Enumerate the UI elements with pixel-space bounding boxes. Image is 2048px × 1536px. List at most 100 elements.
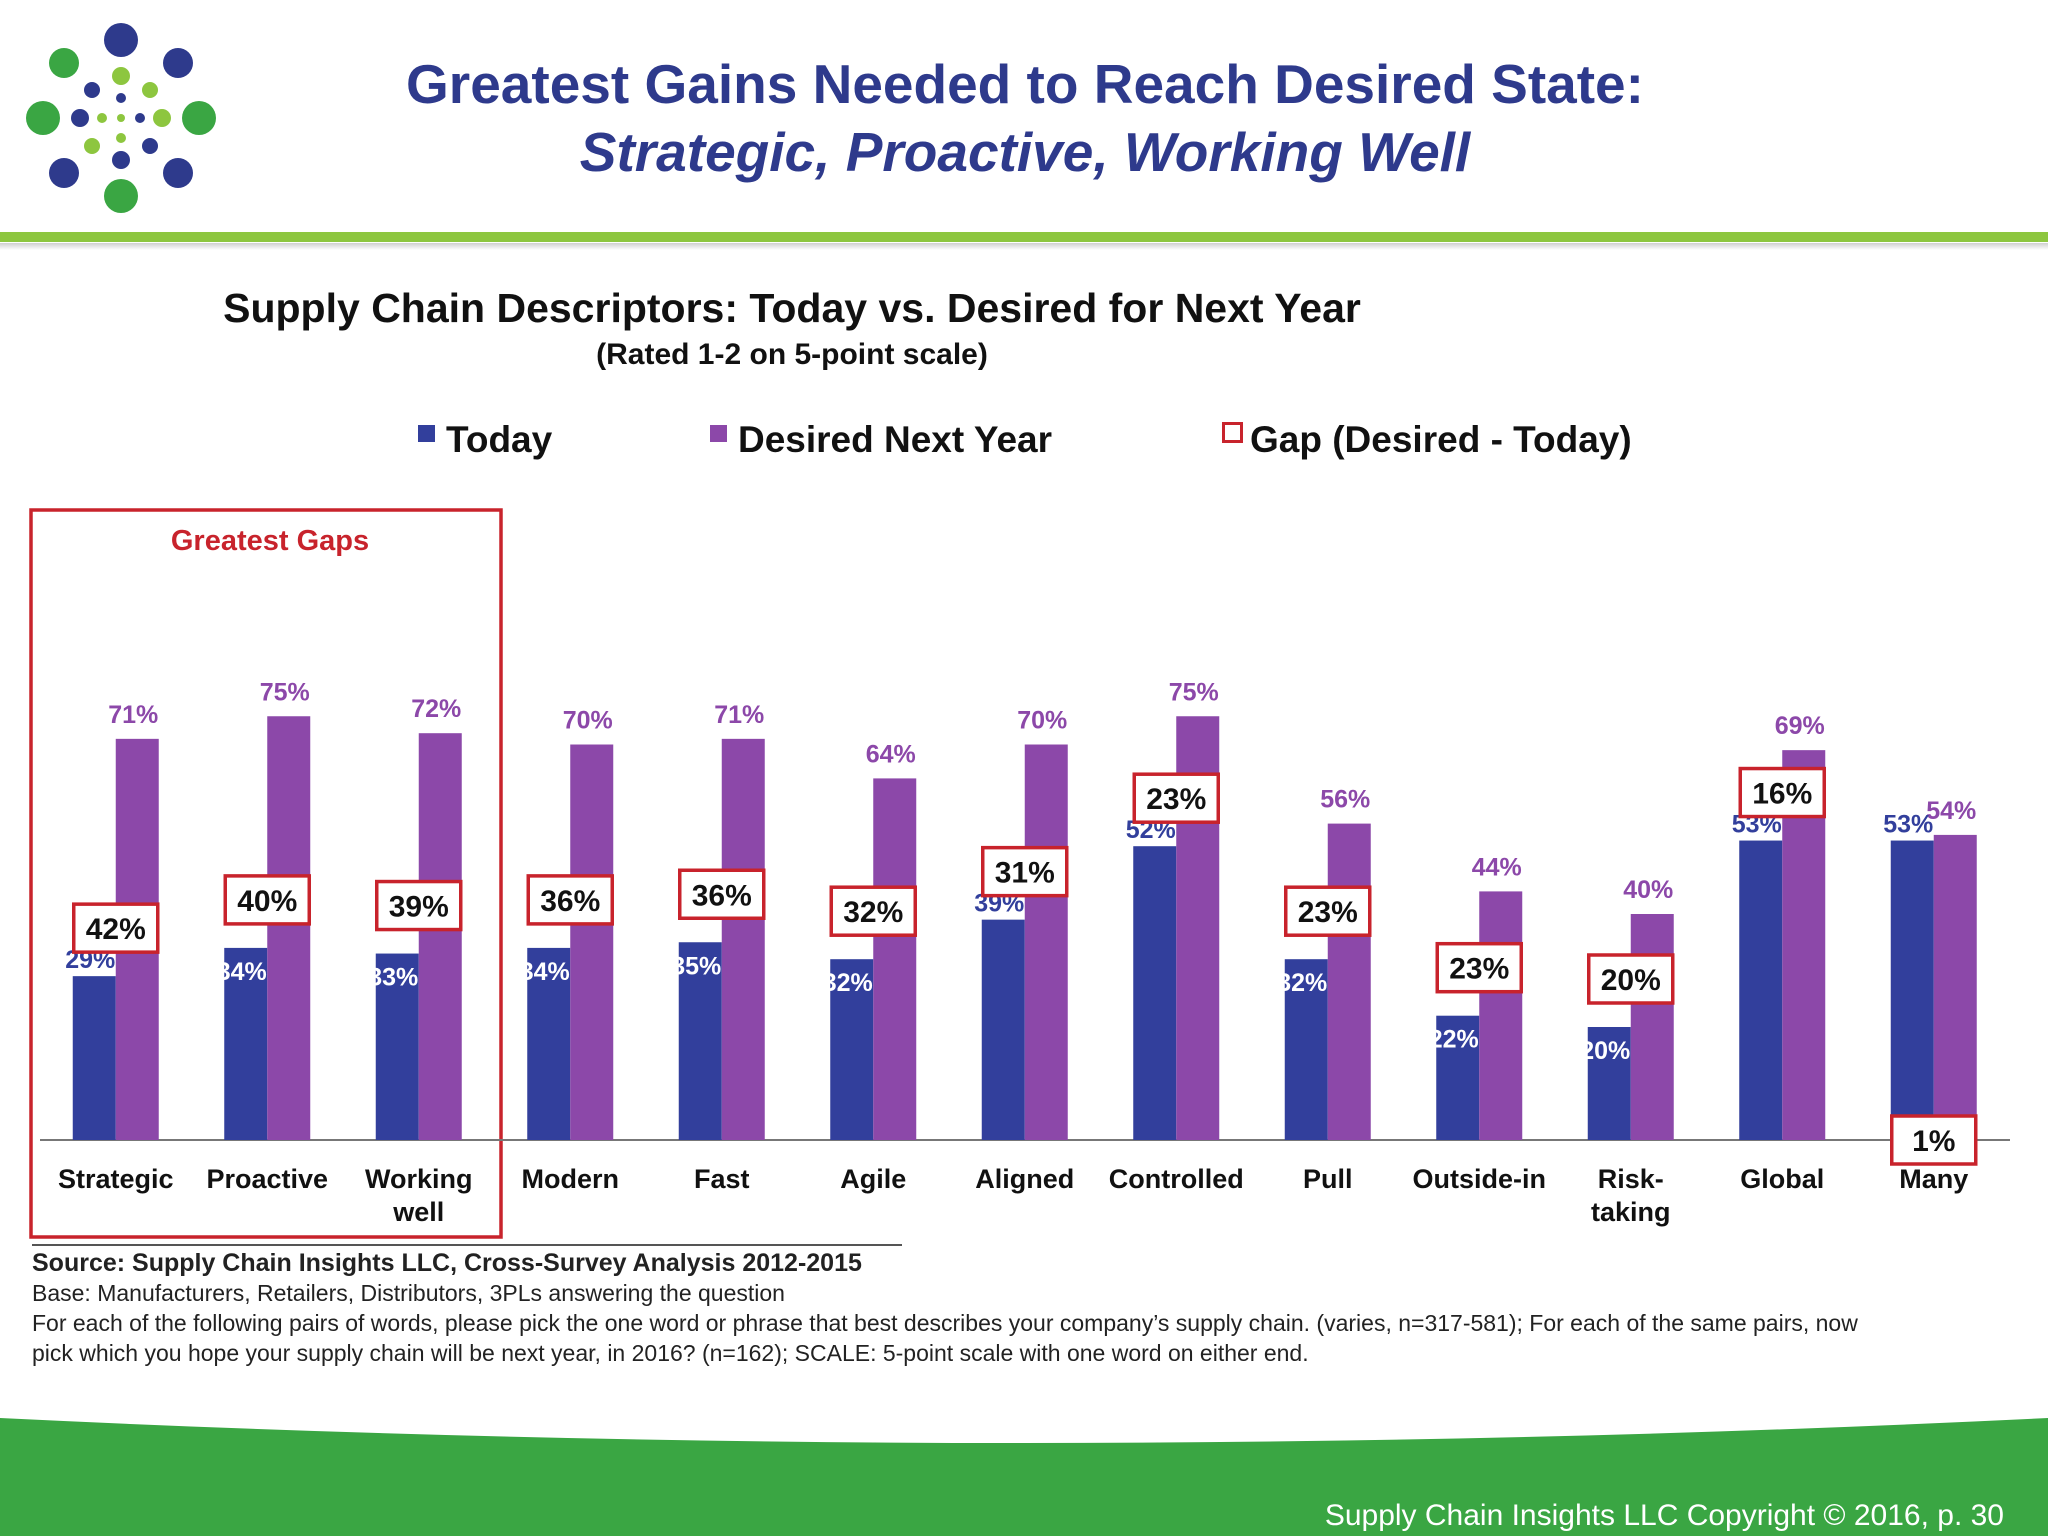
gap-box-proactive	[223, 874, 311, 926]
category-label-working-well-1: well	[392, 1197, 444, 1227]
question-note: For each of the following pairs of words…	[32, 1310, 1858, 1366]
gap-label-global: 16%	[1752, 778, 1812, 811]
greatest-gaps-label: Greatest Gaps	[171, 525, 369, 557]
category-label-risk-taking: Risk-	[1598, 1164, 1664, 1194]
category-label-controlled: Controlled	[1109, 1164, 1244, 1194]
notes-divider	[32, 1244, 902, 1246]
header-divider-shadow	[0, 243, 2048, 250]
bar-today-many	[1890, 840, 1934, 1140]
bar-today-global	[1739, 840, 1783, 1140]
gap-label-modern: 36%	[540, 885, 600, 918]
gap-label-agile: 32%	[843, 896, 903, 929]
category-label-working-well: Working	[365, 1164, 473, 1194]
chart-notes: Source: Supply Chain Insights LLC, Cross…	[32, 1248, 1882, 1368]
label-today-working-well: 33%	[368, 964, 418, 992]
bar-today-modern	[527, 947, 571, 1140]
gap-box-working-well	[375, 879, 463, 932]
bar-desired-fast	[721, 738, 765, 1140]
bar-today-risk-taking	[1587, 1027, 1631, 1140]
label-desired-proactive: 75%	[260, 678, 310, 706]
category-label-outside-in: Outside-in	[1413, 1164, 1547, 1194]
label-desired-fast: 71%	[714, 701, 764, 729]
gap-label-risk-taking: 20%	[1601, 964, 1661, 997]
gap-box-risk-taking	[1587, 953, 1675, 1005]
label-desired-aligned: 70%	[1017, 707, 1067, 735]
bar-today-strategic	[72, 976, 116, 1140]
label-desired-strategic: 71%	[108, 701, 158, 729]
bar-today-proactive	[224, 947, 268, 1140]
bar-today-fast	[678, 942, 722, 1140]
label-desired-risk-taking: 40%	[1623, 876, 1673, 904]
gap-label-proactive: 40%	[237, 885, 297, 918]
bar-today-agile	[830, 959, 874, 1140]
legend-gap-swatch	[1222, 422, 1243, 443]
bar-desired-many	[1933, 834, 1977, 1140]
category-label-fast: Fast	[694, 1164, 750, 1194]
label-today-proactive: 34%	[217, 958, 267, 986]
legend-desired-label: Desired Next Year	[738, 419, 1052, 460]
gap-label-controlled: 23%	[1146, 783, 1206, 816]
legend-today-swatch	[418, 425, 435, 442]
label-today-many: 53%	[1883, 811, 1933, 839]
label-today-fast: 35%	[671, 952, 721, 980]
category-label-global: Global	[1740, 1164, 1824, 1194]
gap-label-working-well: 39%	[389, 891, 449, 924]
label-today-outside-in: 22%	[1429, 1026, 1479, 1054]
category-label-aligned: Aligned	[975, 1164, 1074, 1194]
copyright-text: Supply Chain Insights LLC Copyright © 20…	[1324, 1499, 2004, 1532]
label-today-modern: 34%	[520, 958, 570, 986]
label-today-pull: 32%	[1277, 969, 1327, 997]
gap-box-modern	[526, 874, 614, 926]
company-logo	[26, 23, 216, 213]
label-today-agile: 32%	[823, 969, 873, 997]
category-label-agile: Agile	[840, 1164, 906, 1194]
gap-label-strategic: 42%	[86, 913, 146, 946]
bar-desired-working-well	[418, 733, 462, 1140]
bar-today-working-well	[375, 953, 419, 1140]
legend-today-label: Today	[446, 419, 553, 460]
gap-box-pull	[1284, 885, 1372, 937]
label-desired-outside-in: 44%	[1472, 853, 1522, 881]
gap-box-controlled	[1132, 772, 1220, 824]
label-desired-pull: 56%	[1320, 786, 1370, 814]
title-line-2: Strategic, Proactive, Working Well	[579, 121, 1471, 183]
gap-box-global	[1738, 766, 1826, 819]
legend-desired-swatch	[710, 425, 727, 442]
category-label-pull: Pull	[1303, 1164, 1353, 1194]
bar-today-outside-in	[1436, 1015, 1480, 1140]
gap-label-fast: 36%	[692, 879, 752, 912]
gap-box-outside-in	[1435, 941, 1523, 994]
label-desired-agile: 64%	[866, 740, 916, 768]
gap-box-aligned	[981, 845, 1069, 898]
label-desired-many: 54%	[1926, 797, 1976, 825]
base-note: Base: Manufacturers, Retailers, Distribu…	[32, 1280, 785, 1306]
bar-desired-aligned	[1024, 744, 1068, 1140]
gap-box-strategic	[72, 902, 160, 954]
bar-today-aligned	[981, 919, 1025, 1140]
page-title: Greatest Gains Needed to Reach Desired S…	[290, 50, 1760, 186]
bar-desired-proactive	[267, 716, 311, 1140]
greatest-gaps-box	[29, 508, 503, 1239]
gap-label-many: 1%	[1912, 1125, 1955, 1158]
label-desired-working-well: 72%	[411, 695, 461, 723]
bar-desired-agile	[873, 778, 917, 1140]
gap-box-many	[1890, 1114, 1978, 1166]
title-line-1: Greatest Gains Needed to Reach Desired S…	[406, 53, 1644, 115]
gap-box-fast	[678, 868, 766, 920]
category-label-risk-taking-1: taking	[1591, 1197, 1671, 1227]
gap-label-outside-in: 23%	[1449, 953, 1509, 986]
bar-today-controlled	[1133, 846, 1177, 1140]
header-divider	[0, 232, 2048, 242]
label-desired-controlled: 75%	[1169, 678, 1219, 706]
bar-desired-risk-taking	[1630, 914, 1674, 1140]
bar-today-pull	[1284, 959, 1328, 1140]
label-desired-global: 69%	[1775, 712, 1825, 740]
chart-subtitle: (Rated 1-2 on 5-point scale)	[596, 338, 988, 371]
legend-gap-label: Gap (Desired - Today)	[1250, 419, 1632, 460]
label-desired-modern: 70%	[563, 707, 613, 735]
category-label-proactive: Proactive	[206, 1164, 328, 1194]
label-today-risk-taking: 20%	[1580, 1037, 1630, 1065]
footer-band	[0, 1418, 2048, 1536]
source-note: Source: Supply Chain Insights LLC, Cross…	[32, 1249, 862, 1277]
